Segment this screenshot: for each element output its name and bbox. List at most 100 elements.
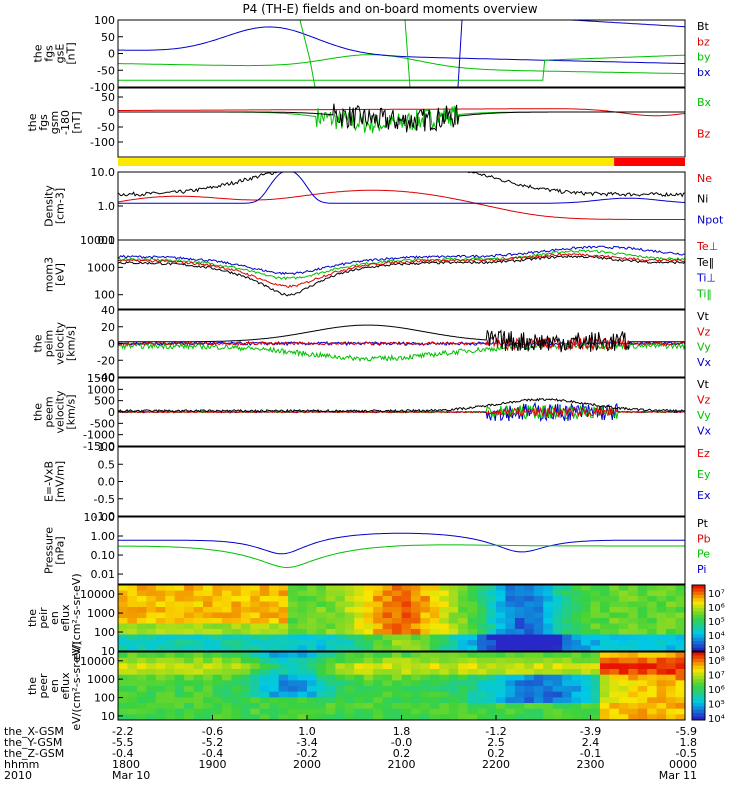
bottom-row-value: 1.8 [680,736,698,749]
heat-cell [127,652,138,659]
heat-cell [439,708,450,715]
bottom-row-value: -3.9 [580,725,601,738]
heat-cell [401,657,412,664]
heat-cell [458,657,469,664]
heat-cell [486,629,497,635]
heat-cell [533,714,544,721]
heat-cell [410,629,421,635]
heat-cell [259,674,270,681]
heat-cell [203,674,213,681]
heat-cell [325,703,336,710]
heat-cell [335,680,346,687]
heat-cell [203,703,213,710]
heat-cell [335,640,346,646]
heat-cell [307,652,317,659]
heat-cell [543,714,554,721]
heat-cell [354,645,365,652]
heat-cell [477,686,488,693]
heat-cell [174,629,185,635]
heat-cell [599,612,610,619]
bottom-row-value: -0.4 [202,747,223,760]
heat-cell [344,590,355,597]
heat-cell [401,596,412,602]
heat-cell [524,618,535,624]
heat-cell [571,714,582,721]
heat-cell [155,607,166,613]
heat-cell [410,645,421,652]
heat-cell [297,691,308,698]
heat-cell [316,669,327,676]
bottom-row-label: hhmm [4,758,39,771]
heat-cell [543,590,554,597]
heat-cell [184,640,195,646]
bottom-row-value: 2100 [388,758,416,771]
heat-cell [184,686,195,693]
series-vt [118,324,685,353]
heat-cell [496,596,506,602]
heat-cell [439,601,450,608]
colorbar-cell [692,644,705,649]
heat-cell [429,674,440,681]
heat-cell [392,691,402,698]
heat-cell [562,596,573,602]
heat-cell [259,618,270,624]
y-axis-label: peer [37,673,50,699]
heat-cell [316,652,327,659]
heat-cell [448,714,459,721]
heat-cell [174,714,185,721]
heat-cell [505,686,516,693]
heat-cell [288,585,299,591]
heat-cell [212,691,223,698]
heat-cell [458,714,469,721]
heat-cell [420,623,431,630]
heat-cell [373,652,384,659]
heat-cell [316,663,327,670]
heat-cell [193,590,204,597]
heat-cell [136,714,147,721]
heat-cell [505,652,516,659]
heat-cell [496,640,506,646]
heat-cell [439,645,450,652]
panel-frame [117,171,686,241]
heat-cell [184,652,195,659]
heat-cell [439,623,450,630]
heat-cell [335,657,346,664]
heat-cell [467,634,478,641]
heat-cell [618,607,629,613]
heat-cell [184,697,195,704]
heat-cell [240,680,251,687]
heat-cell [590,686,601,693]
heat-cell [259,697,270,704]
heat-cell [524,645,535,652]
heat-cell [571,612,582,619]
heat-cell [420,697,431,704]
heat-cell [259,634,270,641]
heat-cell [429,596,440,602]
heat-cell [562,634,573,641]
heat-cell [647,612,658,619]
heat-cell [514,585,525,591]
heat-cell [165,596,176,602]
heat-cell [269,596,280,602]
heat-cell [155,585,166,591]
heat-cell [231,645,242,652]
heat-cell [193,697,204,704]
y-tick-label: 0 [108,106,115,119]
heat-cell [297,634,308,641]
heat-cell [477,590,488,597]
bottom-row-value: -0.6 [202,725,223,738]
heat-cell [155,618,166,624]
y-axis-label: the [32,334,45,352]
heat-cell [410,714,421,721]
heat-cell [203,623,213,630]
heat-cell [344,596,355,602]
heat-cell [325,640,336,646]
heat-cell [288,652,299,659]
heat-cell [477,697,488,704]
heat-cell [373,708,384,715]
colorbar-cell [692,594,705,599]
heat-cell [203,657,213,664]
heat-cell [514,601,525,608]
heat-cell [392,657,402,664]
heat-cell [562,601,573,608]
